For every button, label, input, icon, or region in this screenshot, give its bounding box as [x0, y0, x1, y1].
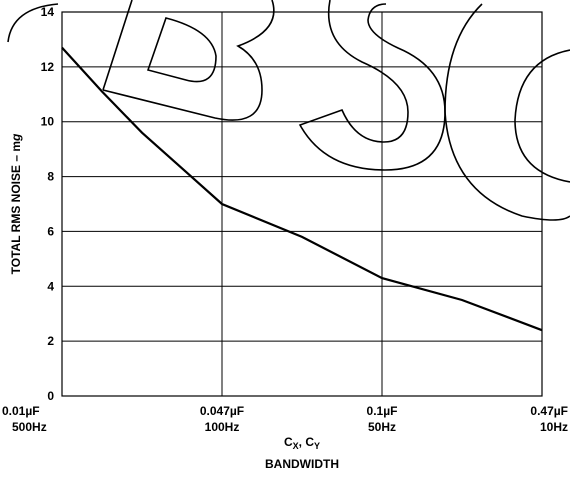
y-tick-label: 4	[47, 279, 54, 293]
x-label-sub: Y	[314, 441, 320, 451]
x-tick-label: 0.01µF	[2, 404, 40, 418]
x-tick-label-bandwidth: 100Hz	[205, 420, 240, 434]
x-axis-label: CX, CY	[284, 435, 320, 451]
x-tick-label-bandwidth: 500Hz	[12, 420, 47, 434]
grid	[61, 11, 543, 397]
watermark	[7, 0, 570, 221]
plot-frame	[61, 11, 543, 397]
x-label-part: , C	[299, 435, 315, 449]
y-tick-label: 10	[41, 115, 55, 129]
y-tick-label: 0	[47, 389, 54, 403]
y-axis-label: TOTAL RMS NOISE – mg	[9, 133, 23, 274]
line-series	[61, 46, 543, 332]
watermark-letter	[444, 3, 570, 221]
watermark-letter	[146, 17, 217, 83]
x-tick-label-bandwidth: 50Hz	[368, 420, 396, 434]
x-tick-label-bandwidth: 10Hz	[540, 420, 568, 434]
x-label-sub: X	[293, 441, 299, 451]
x-tick-label: 0.047µF	[200, 404, 244, 418]
x-tick-label: 0.47µF	[530, 404, 568, 418]
watermark-letter	[298, 0, 446, 171]
x-tick-label: 0.1µF	[367, 404, 398, 418]
y-tick-label: 6	[47, 224, 54, 238]
watermark-letter	[7, 3, 59, 43]
y-tick-label: 8	[47, 170, 54, 184]
y-label-text: TOTAL RMS NOISE – m	[9, 141, 23, 274]
y-label-unit: g	[9, 133, 23, 142]
x-label-part: C	[284, 435, 293, 449]
watermark-letter	[102, 0, 275, 121]
y-tick-label: 14	[41, 5, 55, 19]
y-tick-label: 12	[41, 60, 55, 74]
x-axis-label-2: BANDWIDTH	[265, 457, 339, 471]
y-tick-label: 2	[47, 334, 54, 348]
